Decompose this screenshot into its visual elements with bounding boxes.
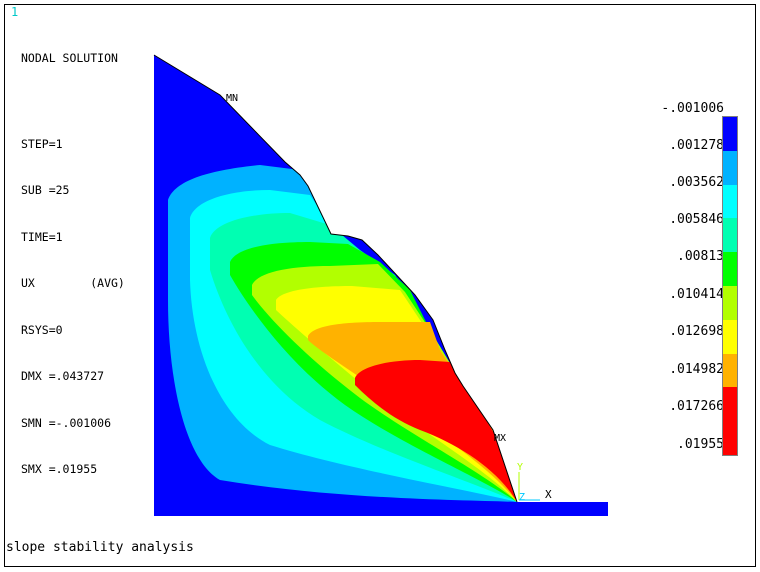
legend-value-9: .01955 [677, 437, 724, 452]
window-number: 1 [11, 5, 19, 19]
legend-swatch-5 [723, 285, 737, 320]
info-smn: SMN =-.001006 [21, 415, 112, 430]
legend-swatch-0 [723, 117, 737, 151]
legend-swatch-6 [723, 319, 737, 354]
info-sub: SUB =25 [21, 183, 70, 197]
legend-value-4: .00813 [677, 249, 724, 264]
info-item: UX (AVG) [21, 276, 125, 290]
min-label: MN [226, 93, 238, 104]
legend-value-5: .010414 [669, 287, 724, 302]
info-time: TIME=1 [21, 229, 63, 244]
displacement-contours [154, 55, 608, 516]
axis-triad: Y Z X [517, 462, 552, 503]
legend-swatch-8 [723, 387, 737, 422]
legend-color-bar [722, 116, 738, 456]
axis-z-label: Z [519, 492, 525, 503]
info-rsys: RSYS=0 [21, 322, 63, 337]
legend-value-8: .017266 [669, 399, 724, 414]
info-title: NODAL SOLUTION [21, 51, 118, 65]
legend-swatch-1 [723, 150, 737, 185]
slope-outline [153, 54, 518, 503]
legend-value-2: .003562 [669, 175, 724, 190]
legend-swatch-7 [723, 353, 737, 388]
info-smx: SMX =.01955 [21, 462, 98, 476]
contour-band-9 [355, 360, 517, 502]
legend-swatch-2 [723, 184, 737, 219]
legend-value-7: .014982 [669, 362, 724, 377]
legend-value-6: .012698 [669, 324, 724, 339]
legend-swatch-9 [723, 421, 737, 455]
plot-caption: slope stability analysis [6, 540, 194, 555]
legend-swatch-3 [723, 218, 737, 253]
solution-info: NODAL SOLUTION STEP=1 SUB =25 TIME=1 UX … [21, 20, 125, 509]
legend-value-0: -.001006 [661, 101, 724, 116]
legend-value-1: .001278 [669, 138, 724, 153]
info-dmx: DMX =.043727 [21, 369, 105, 383]
max-label: MX [494, 433, 506, 444]
legend-value-3: .005846 [669, 212, 724, 227]
info-step: STEP=1 [21, 136, 63, 151]
axis-x-label: X [545, 488, 552, 501]
axis-y-label: Y [517, 462, 523, 473]
legend-swatch-4 [723, 252, 737, 286]
